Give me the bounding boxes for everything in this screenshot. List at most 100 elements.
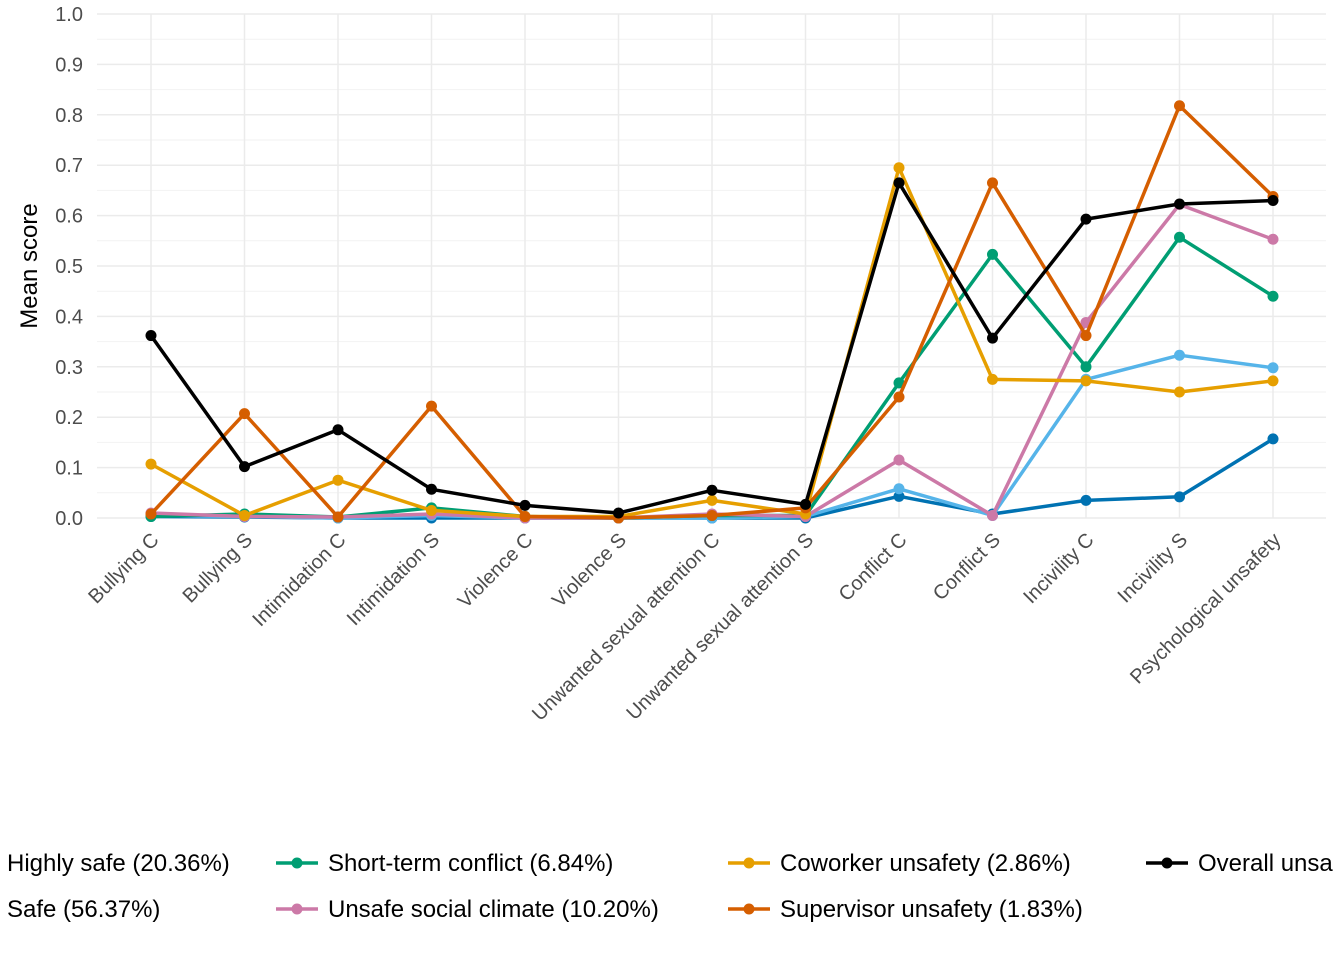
data-point	[893, 490, 905, 502]
y-tick-label: 0.3	[55, 357, 83, 379]
data-point	[987, 332, 998, 344]
x-tick-label: Intimidation C	[249, 529, 351, 631]
legend-item: Unsafe social climate (10.20%)	[276, 896, 659, 923]
y-tick-label: 0.0	[55, 508, 83, 530]
data-point	[239, 408, 250, 420]
data-point	[1174, 349, 1185, 361]
data-point	[519, 499, 531, 511]
data-point	[426, 483, 437, 495]
data-point	[893, 483, 905, 495]
legend-label: Coworker unsafety (2.86%)	[780, 850, 1071, 877]
data-point	[1267, 375, 1279, 387]
x-tick-label: Incivility S	[1114, 529, 1192, 607]
x-tick-label: Bullying S	[179, 529, 257, 607]
data-point	[1080, 375, 1092, 387]
legend-item: Coworker unsafety (2.86%)	[728, 850, 1071, 877]
gridlines	[97, 13, 1326, 519]
data-point	[239, 461, 250, 473]
legend: Highly safe (20.36%) Safe (56.37%) Short-t…	[7, 850, 1333, 923]
series-lines	[145, 100, 1279, 524]
data-point	[239, 509, 250, 521]
y-tick-label: 0.5	[55, 256, 83, 278]
data-point	[1267, 362, 1279, 374]
data-point	[987, 177, 998, 189]
legend-item: Overall unsa	[1146, 850, 1333, 877]
x-tick-label: Bullying C	[84, 529, 163, 608]
data-point	[1267, 233, 1279, 245]
legend-label: Supervisor unsafety (1.83%)	[780, 896, 1083, 923]
x-tick-label: Unwanted sexual attention S	[622, 529, 818, 725]
data-point	[1080, 494, 1092, 506]
legend-key-point	[291, 857, 303, 869]
legend-label: Safe (56.37%)	[7, 896, 160, 923]
data-point	[426, 400, 437, 412]
y-tick-label: 0.4	[55, 306, 83, 328]
legend-item: Safe (56.37%)	[7, 896, 160, 923]
data-point	[800, 498, 811, 510]
data-point	[1174, 198, 1185, 210]
x-tick-label: Unwanted sexual attention C	[528, 529, 724, 725]
data-point	[987, 373, 998, 385]
data-point	[332, 424, 344, 436]
data-point	[706, 494, 718, 506]
y-tick-label: 0.6	[55, 206, 83, 228]
legend-key-point	[1161, 857, 1173, 869]
data-point	[519, 510, 531, 522]
data-point	[1080, 361, 1092, 373]
data-point	[1267, 290, 1279, 302]
x-tick-label: Incivility C	[1019, 529, 1098, 608]
legend-key-point	[291, 903, 303, 915]
y-tick-label: 0.2	[55, 407, 83, 429]
data-point	[893, 377, 905, 389]
data-point	[1080, 213, 1092, 225]
legend-label: Overall unsa	[1198, 850, 1333, 877]
data-point	[706, 509, 718, 521]
data-point	[332, 474, 344, 486]
data-point	[987, 248, 998, 260]
data-point	[893, 162, 905, 174]
legend-key-point	[743, 857, 755, 869]
data-point	[145, 508, 157, 520]
data-point	[1267, 194, 1279, 206]
y-axis-tick-labels: 0.0 0.1 0.2 0.3 0.4 0.5 0.6 0.7 0.8 0.9 1.0	[55, 4, 83, 530]
data-point	[145, 330, 157, 342]
series-6	[145, 100, 1279, 524]
data-point	[987, 509, 998, 521]
data-point	[1174, 100, 1185, 112]
legend-label: Short-term conflict (6.84%)	[328, 850, 613, 877]
data-point	[613, 507, 624, 519]
x-tick-label: Violence C	[454, 529, 538, 613]
data-point	[1080, 330, 1092, 342]
data-point	[893, 391, 905, 403]
data-point	[1267, 433, 1279, 445]
series-7	[145, 177, 1279, 519]
y-tick-label: 0.1	[55, 458, 83, 480]
x-tick-label: Conflict S	[929, 529, 1005, 605]
legend-item: Highly safe (20.36%)	[7, 850, 230, 877]
y-tick-label: 0.7	[55, 155, 83, 177]
x-tick-label: Violence S	[548, 529, 631, 612]
x-tick-label: Conflict C	[835, 529, 912, 606]
x-tick-label: Intimidation S	[343, 529, 444, 630]
data-point	[332, 511, 344, 523]
data-point	[1174, 386, 1185, 398]
data-point	[893, 454, 905, 466]
data-point	[1174, 231, 1185, 243]
legend-item: Short-term conflict (6.84%)	[276, 850, 613, 877]
data-point	[1174, 491, 1185, 503]
y-tick-label: 1.0	[55, 4, 83, 26]
legend-label: Unsafe social climate (10.20%)	[328, 896, 659, 923]
data-point	[145, 458, 157, 470]
data-point	[706, 484, 718, 496]
legend-item: Supervisor unsafety (1.83%)	[728, 896, 1083, 923]
x-tick-label: Psychological unsafety	[1126, 529, 1285, 688]
data-point	[893, 177, 905, 189]
data-point	[426, 504, 437, 516]
legend-key-point	[743, 903, 755, 915]
y-axis-title: Mean score	[16, 203, 43, 328]
y-tick-label: 0.9	[55, 54, 83, 76]
legend-label: Highly safe (20.36%)	[7, 850, 230, 877]
y-tick-label: 0.8	[55, 105, 83, 127]
